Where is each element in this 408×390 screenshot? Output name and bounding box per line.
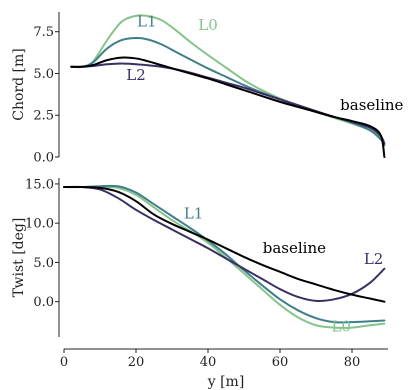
y-axis-title: Twist [deg] [11, 218, 27, 298]
series-label-baseline: baseline [340, 96, 403, 114]
series-line-l1 [63, 184, 386, 324]
y-tick-label: 7.5 [33, 25, 54, 40]
y-tick-label: 10.0 [25, 217, 54, 232]
twist-panel: 0.0 5.0 10.0 15.0 0 20 40 60 80 Twist [deg] y [m] L… [11, 177, 388, 390]
y-axis-title: Chord [m] [11, 48, 27, 120]
y-tick-label: 0.0 [33, 151, 54, 166]
series-label-l0: L0 [198, 16, 218, 34]
x-tick-label: 40 [200, 355, 217, 370]
series-label-baseline: baseline [263, 239, 326, 257]
y-tick-label: 5.0 [33, 256, 54, 271]
series-label-l1: L1 [137, 13, 157, 31]
x-axis-title: y [m] [207, 374, 245, 390]
y-tick-label: 5.0 [33, 67, 54, 82]
series-label-l2: L2 [126, 66, 146, 84]
series-label-l1: L1 [184, 204, 204, 222]
x-tick-label: 60 [272, 355, 289, 370]
x-tick-label: 0 [60, 355, 68, 370]
y-tick-label: 0.0 [33, 295, 54, 310]
series-label-l2: L2 [364, 250, 384, 268]
x-tick-label: 80 [344, 355, 361, 370]
series-line-l2 [63, 185, 386, 302]
y-tick-label: 2.5 [33, 109, 54, 124]
y-tick-label: 15.0 [25, 177, 54, 192]
series-line-l1 [70, 37, 386, 147]
chord-panel: 0.0 2.5 5.0 7.5 Chord [m] L1 L0 L2 baseline [11, 12, 404, 166]
series-line-l0 [70, 14, 386, 147]
x-tick-label: 20 [128, 355, 145, 370]
series-line-baseline [63, 186, 386, 303]
series-line-l2 [70, 62, 386, 145]
series-line-baseline [70, 56, 386, 158]
series-label-l0: L0 [331, 318, 351, 336]
